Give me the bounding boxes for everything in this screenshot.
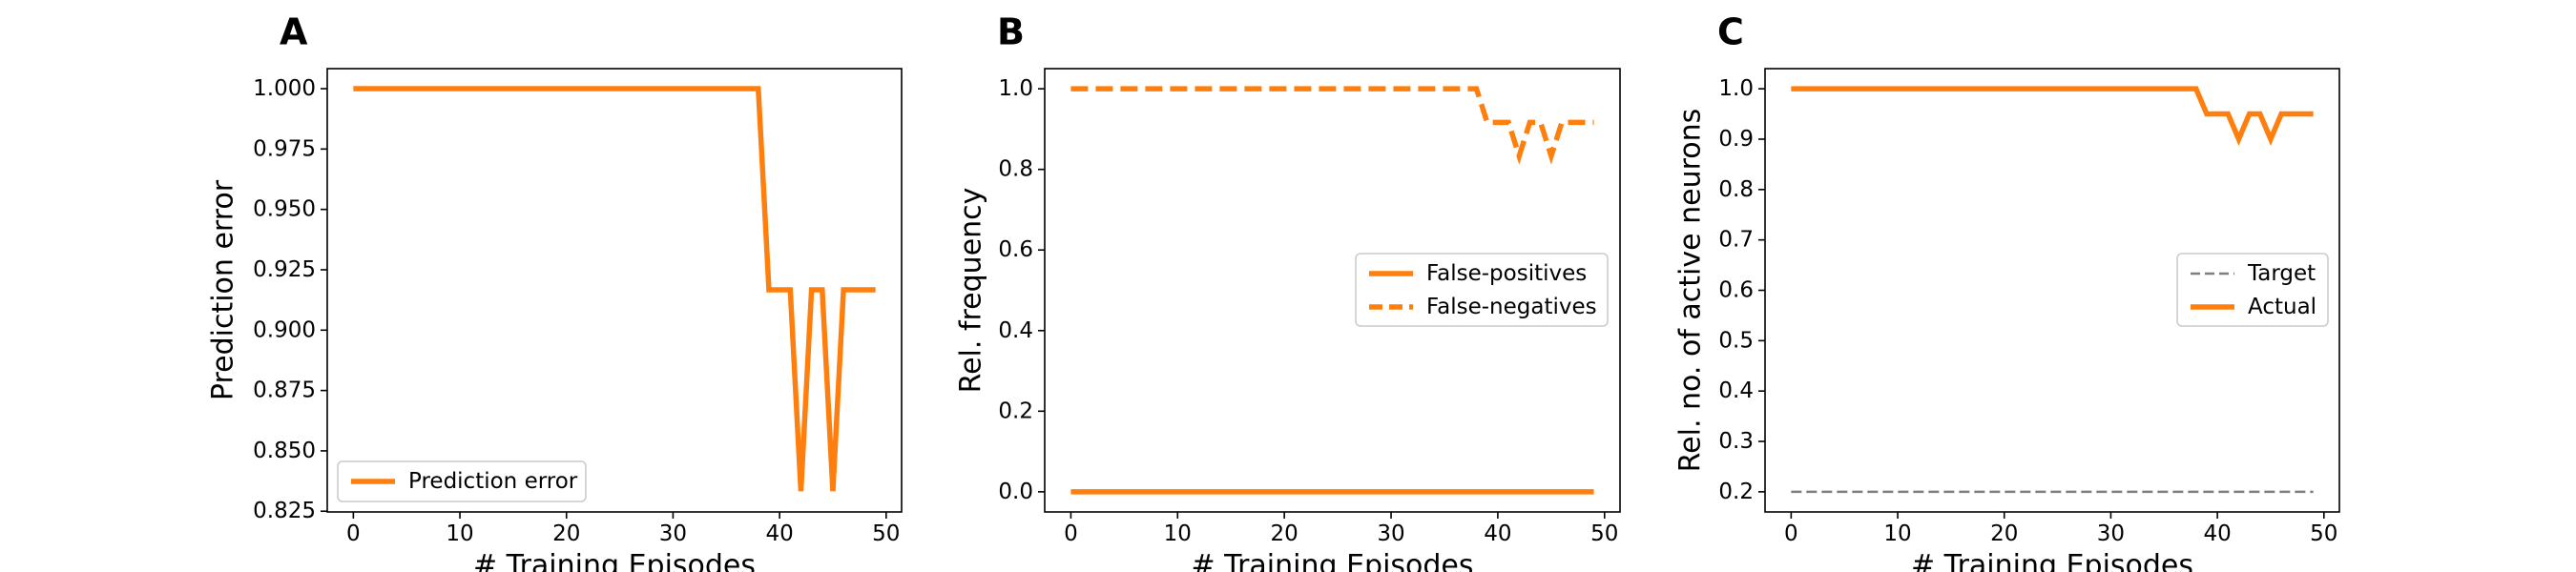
x-tick-label: 30 xyxy=(659,521,687,546)
legend: Prediction error xyxy=(338,461,586,501)
y-tick-label: 0.7 xyxy=(1718,228,1754,253)
x-tick-label: 40 xyxy=(2203,521,2231,546)
legend-label: Prediction error xyxy=(408,469,578,494)
y-tick-label: 0.0 xyxy=(998,480,1033,504)
x-tick-label: 40 xyxy=(1484,521,1511,546)
legend: Target Actual xyxy=(2177,254,2328,326)
x-axis-label: # Training Episodes xyxy=(1911,549,2193,572)
x-tick-label: 30 xyxy=(2097,521,2125,546)
legend-label: False-positives xyxy=(1426,261,1587,286)
y-tick-label: 1.0 xyxy=(1718,76,1754,101)
x-tick-label: 30 xyxy=(1377,521,1404,546)
series-group xyxy=(353,89,875,491)
series-line-prediction-error xyxy=(353,89,875,491)
y-tick-label: 0.3 xyxy=(1718,429,1754,454)
y-tick-label: 0.900 xyxy=(253,317,316,342)
y-tick-label: 1.0 xyxy=(998,76,1033,101)
x-tick-label: 10 xyxy=(1883,521,1911,546)
panel-letter: A xyxy=(280,11,308,53)
y-tick-label: 0.850 xyxy=(253,439,316,463)
y-tick-label: 0.9 xyxy=(1718,127,1754,152)
y-tick-label: 0.825 xyxy=(253,499,316,523)
y-axis-label: Rel. no. of active neurons xyxy=(1674,109,1708,473)
x-tick-label: 0 xyxy=(346,521,361,546)
x-tick-label: 0 xyxy=(1784,521,1798,546)
series-line-false-negatives xyxy=(1070,89,1593,155)
legend-label: False-negatives xyxy=(1426,295,1597,319)
y-tick-label: 1.000 xyxy=(253,76,316,101)
panel-letter: B xyxy=(997,11,1025,53)
panel-c: C 0 10 20 30 40 50 0.2 0.3 0.4 0.5 0.6 0.7 0.8 0.9 1.0 #… xyxy=(1674,11,2340,572)
x-axis-label: # Training Episodes xyxy=(473,549,756,572)
y-tick-label: 0.2 xyxy=(998,398,1033,423)
x-tick-label: 50 xyxy=(872,521,900,546)
y-tick-label: 0.6 xyxy=(998,237,1033,262)
x-tick-label: 20 xyxy=(552,521,580,546)
y-tick-label: 0.4 xyxy=(1718,378,1754,403)
legend-label: Actual xyxy=(2248,295,2316,319)
panel-b: B 0 10 20 30 40 50 0.0 0.2 0.4 0.6 0.8 1.0 # Training… xyxy=(955,11,1621,572)
x-tick-label: 20 xyxy=(1271,521,1298,546)
y-tick-label: 0.950 xyxy=(253,197,316,222)
panel-a: A 0 10 20 30 40 50 0.825 0.850 0.875 0.900 0.925 0.9… xyxy=(207,11,903,572)
y-axis-label: Rel. frequency xyxy=(955,188,988,394)
y-tick-label: 0.925 xyxy=(253,257,316,282)
x-tick-label: 10 xyxy=(1164,521,1192,546)
x-tick-label: 0 xyxy=(1064,521,1078,546)
x-tick-label: 20 xyxy=(1990,521,2018,546)
y-tick-label: 0.2 xyxy=(1718,480,1754,504)
y-tick-label: 0.8 xyxy=(998,157,1033,182)
y-tick-label: 0.6 xyxy=(1718,278,1754,303)
x-tick-label: 40 xyxy=(765,521,793,546)
y-axis-label: Prediction error xyxy=(207,179,240,400)
y-tick-label: 0.5 xyxy=(1718,328,1754,353)
y-tick-label: 0.4 xyxy=(998,318,1033,343)
x-axis-label: # Training Episodes xyxy=(1191,549,1473,572)
y-tick-label: 0.8 xyxy=(1718,177,1754,202)
legend-label: Target xyxy=(2247,261,2316,286)
legend: False-positives False-negatives xyxy=(1356,254,1608,326)
x-tick-label: 10 xyxy=(446,521,473,546)
y-tick-label: 0.975 xyxy=(253,136,316,161)
x-tick-label: 50 xyxy=(1590,521,1618,546)
y-tick-label: 0.875 xyxy=(253,378,316,403)
x-tick-label: 50 xyxy=(2310,521,2337,546)
panel-letter: C xyxy=(1717,11,1744,53)
series-line-actual xyxy=(1791,89,2313,139)
